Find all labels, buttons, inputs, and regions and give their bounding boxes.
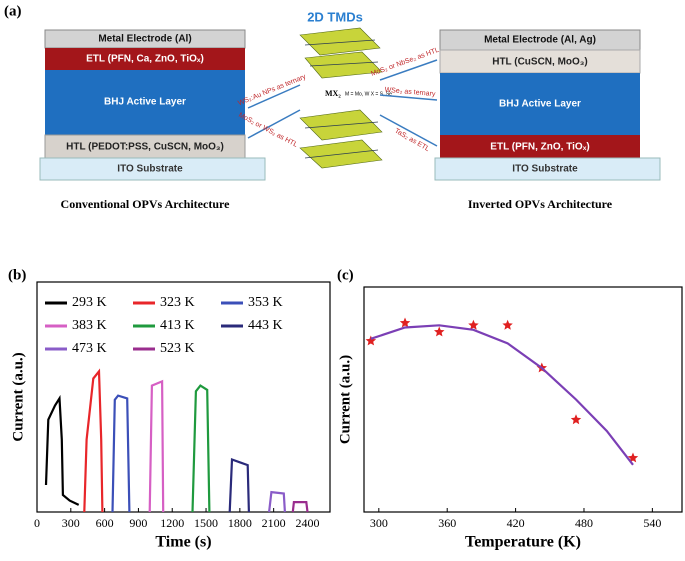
x-tick-label: 420: [507, 516, 525, 530]
caption: Conventional OPVs Architecture: [61, 197, 231, 211]
x-tick-label: 2100: [262, 516, 286, 530]
x-tick-label: 360: [438, 516, 456, 530]
series-line: [291, 501, 309, 513]
x-tick-label: 480: [575, 516, 593, 530]
plot-frame: [363, 286, 683, 513]
y-axis-label: Current (a.u.): [10, 352, 26, 441]
arrow-label: WS₂:Au NPs as ternary: [237, 73, 308, 107]
legend-label: 353 K: [248, 295, 283, 310]
tmd-illustration: 2D TMDs MX₂ M = Mo, W X = S, Se: [299, 9, 392, 169]
x-tick-label: 2400: [295, 516, 319, 530]
x-tick-label: 540: [643, 516, 661, 530]
legend-label: 323 K: [160, 295, 195, 310]
data-point: [468, 319, 479, 330]
layer-label: Metal Electrode (Al, Ag): [484, 35, 596, 46]
center-title: 2D TMDs: [307, 9, 363, 24]
data-point: [502, 319, 513, 330]
x-axis-label: Temperature (K): [465, 534, 581, 551]
legend-label: 413 K: [160, 318, 195, 333]
series-line: [268, 490, 286, 513]
arrow-label: WSe₂ as ternary: [384, 87, 436, 98]
x-tick-label: 600: [96, 516, 114, 530]
arrow-label: MoS₂ or WS₂ as HTL: [237, 112, 298, 149]
series-line: [83, 368, 104, 513]
legend-label: 523 K: [160, 341, 195, 356]
x-tick-label: 900: [129, 516, 147, 530]
panel-label: (a): [4, 3, 22, 19]
x-tick-label: 1500: [194, 516, 218, 530]
series-line: [44, 394, 80, 506]
plot-frame: [36, 281, 331, 513]
data-point: [434, 326, 445, 337]
x-tick-label: 300: [370, 516, 388, 530]
x-tick-label: 0: [34, 516, 40, 530]
x-tick-label: 300: [62, 516, 80, 530]
layer-label: ITO Substrate: [512, 164, 578, 175]
layer-label: HTL (CuSCN, MoO₃): [492, 57, 588, 68]
panel-label: (c): [337, 267, 354, 283]
data-point: [365, 335, 377, 346]
arrow-label: TaS₂ as ETL: [393, 128, 430, 154]
data-point: [399, 317, 411, 328]
x-tick-label: 1200: [160, 516, 184, 530]
layer-label: Metal Electrode (Al): [98, 34, 191, 45]
arrows: [247, 59, 438, 147]
series-line: [148, 379, 165, 513]
legend-label: 473 K: [72, 341, 107, 356]
y-axis-label: Current (a.u.): [337, 355, 353, 444]
legend-label: 443 K: [248, 318, 283, 333]
legend-label: 383 K: [72, 318, 107, 333]
layer-label: ETL (PFN, ZnO, TiOₓ): [490, 142, 589, 153]
mx2-label: MX₂: [325, 89, 341, 98]
data-point: [570, 414, 582, 425]
layer-label: ITO Substrate: [117, 164, 183, 175]
x-axis-label: Time (s): [155, 534, 211, 551]
caption: Inverted OPVs Architecture: [468, 197, 613, 211]
series-line: [228, 457, 250, 513]
left-stack: Metal Electrode (Al) ETL (PFN, Ca, ZnO, …: [39, 29, 266, 211]
x-tick-label: 1800: [228, 516, 252, 530]
mx2-legend: M = Mo, W X = S, Se: [345, 91, 392, 97]
right-stack: Metal Electrode (Al, Ag) HTL (CuSCN, MoO…: [434, 29, 661, 211]
layer-label: BHJ Active Layer: [104, 97, 186, 108]
series-line: [191, 384, 211, 513]
panel-label: (b): [8, 267, 26, 283]
layer-label: HTL (PEDOT:PSS, CuSCN, MoO₃): [66, 142, 224, 153]
layer-label: ETL (PFN, Ca, ZnO, TiOₓ): [86, 54, 204, 65]
series-line: [111, 394, 131, 513]
layer-label: BHJ Active Layer: [499, 99, 581, 110]
legend-label: 293 K: [72, 295, 107, 310]
series-line: [370, 324, 634, 466]
